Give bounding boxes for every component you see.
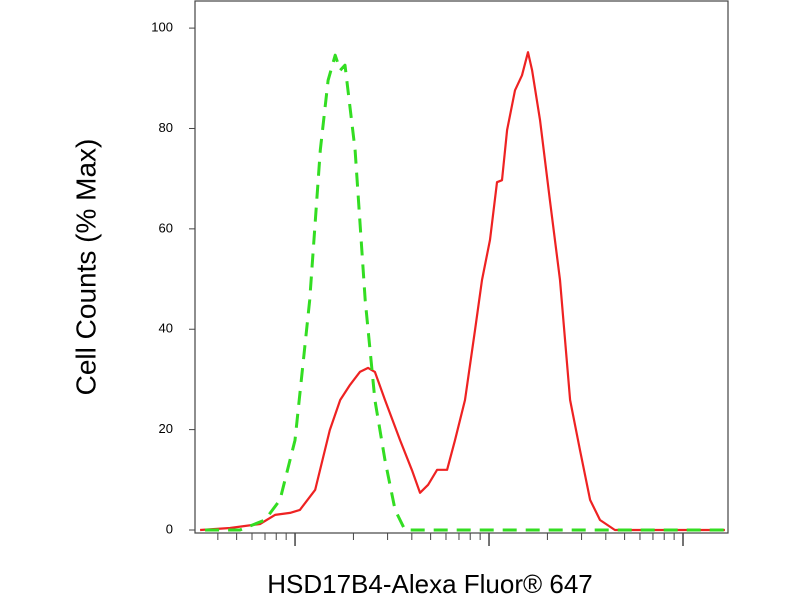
curves [200, 51, 725, 532]
histogram-curve [200, 51, 725, 532]
plot-frame [194, 0, 729, 534]
y-axis-label: Cell Counts (% Max) [70, 139, 101, 396]
y-tick-label: 80 [159, 120, 173, 135]
histogram-curve [205, 53, 725, 532]
x-axis-label: HSD17B4-Alexa Fluor® 647 [267, 569, 593, 599]
y-tick-label: 60 [159, 220, 173, 235]
y-tick-label: 40 [159, 321, 173, 336]
y-tick-label: 0 [166, 521, 173, 536]
y-tick-label: 20 [159, 421, 173, 436]
y-tick-label: 100 [151, 20, 173, 35]
